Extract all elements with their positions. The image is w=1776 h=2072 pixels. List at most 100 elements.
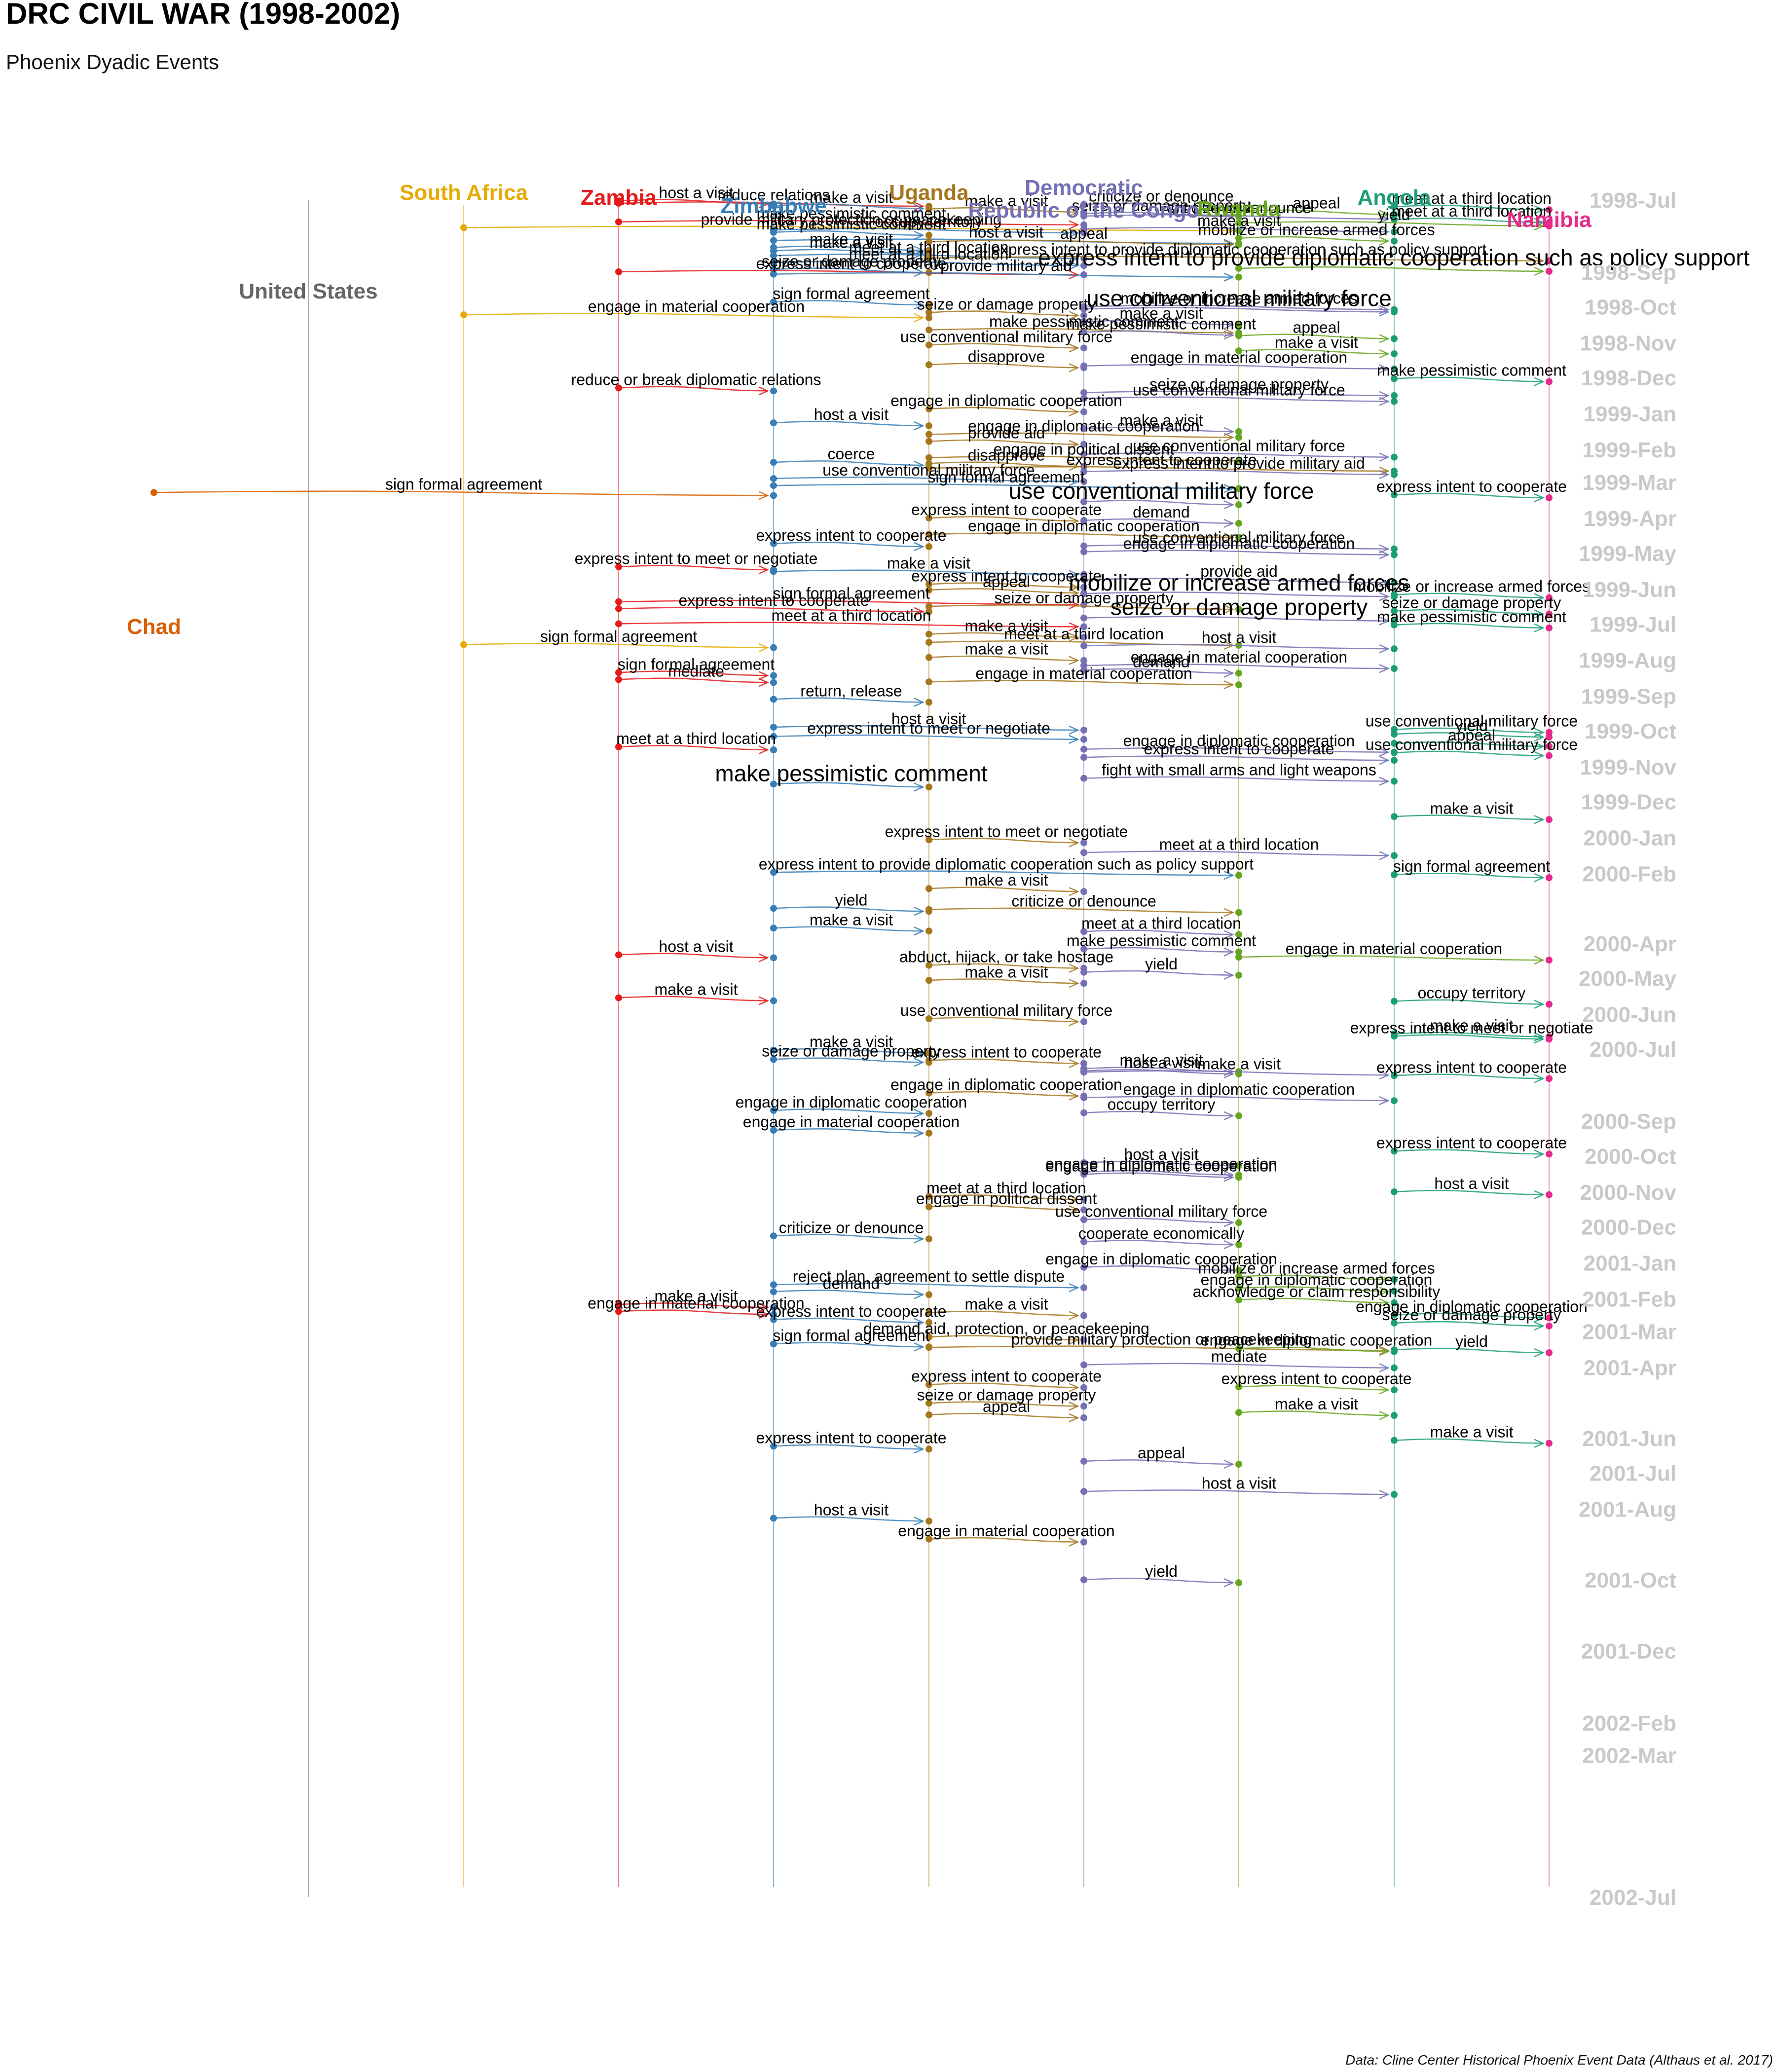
event-target-dot: [1391, 392, 1398, 399]
event-target-dot: [1080, 736, 1087, 743]
event-arc: [1394, 1438, 1544, 1444]
month-tick-label: 1999-Jul: [1590, 612, 1676, 636]
event-arc: [928, 887, 1078, 892]
event-arrowhead: [1069, 220, 1080, 229]
event-arc: [928, 582, 1078, 588]
event-source-dot: [1391, 871, 1398, 878]
event-arrowhead: [1379, 578, 1390, 588]
event-arc: [773, 1444, 924, 1450]
event-target-dot: [1391, 1097, 1398, 1105]
month-tick-label: 1999-Nov: [1580, 755, 1676, 779]
event-arc: [1394, 1313, 1544, 1319]
event-arrowhead: [1223, 203, 1235, 212]
event-arrowhead: [1069, 1205, 1080, 1215]
event-arc: [618, 220, 1078, 225]
event-label: make a visit: [1120, 1051, 1203, 1069]
event-arrowhead: [1223, 1265, 1235, 1275]
event-arrowhead: [1379, 364, 1390, 373]
event-arrowhead: [1069, 570, 1080, 579]
event-label: host a visit: [891, 710, 966, 728]
month-tick-label: 2002-Mar: [1582, 1744, 1676, 1768]
event-source-dot: [925, 1015, 932, 1022]
month-tick-label: 2000-Feb: [1582, 862, 1676, 887]
month-tick-label: 2000-Nov: [1580, 1181, 1676, 1205]
event-label: make pessimistic comment: [1067, 315, 1256, 333]
event-arrowhead: [1379, 470, 1390, 480]
event-source-dot: [770, 237, 777, 244]
event-label: coerce: [827, 445, 875, 463]
event-arrowhead: [1069, 228, 1080, 238]
event-arc: [928, 343, 1078, 349]
event-label: use conventional military force: [1366, 736, 1578, 753]
event-arc: [1394, 1189, 1544, 1196]
event-source-dot: [770, 1126, 777, 1134]
event-source-dot: [770, 1056, 777, 1063]
event-target-dot: [1235, 909, 1242, 916]
event-label: sign formal agreement: [773, 285, 929, 302]
event-arc: [773, 272, 1233, 278]
month-tick-labels: 1998-Jul 1998-Sep 1998-Oct 1998-Nov 1998-Dec…: [1579, 188, 1677, 1910]
event-label: engage in diplomatic cooperation: [1123, 1080, 1355, 1098]
event-label: mobilize or increase armed forces: [1353, 578, 1590, 595]
event-label: engage in diplomatic cooperation: [1201, 1271, 1433, 1289]
event-label: provide aid: [1200, 562, 1278, 580]
event-source-dot: [770, 228, 777, 236]
event-target-dot: [1391, 1299, 1398, 1306]
event-label: yield: [1378, 206, 1410, 223]
event-label: meet at a third location: [1081, 914, 1241, 932]
event-label: host a visit: [1124, 1054, 1198, 1072]
event-target-dot: [1080, 584, 1087, 591]
event-target-dot: [1080, 312, 1087, 319]
event-target-dot: [1546, 1075, 1553, 1082]
event-source-dot: [1235, 1273, 1242, 1280]
event-label: provide military protection or peacekeep…: [1011, 1330, 1312, 1348]
event-label: meet at a third location: [772, 606, 931, 624]
event-label: engage in diplomatic cooperation: [1045, 1155, 1277, 1173]
event-arrowhead: [1379, 1287, 1390, 1296]
event-target-dot: [1546, 1322, 1553, 1330]
event-label: sign formal agreement: [1393, 857, 1550, 875]
event-arc: [773, 477, 1078, 482]
event-source-dot: [770, 869, 777, 876]
event-source-dot: [770, 733, 777, 740]
event-arc: [773, 1516, 924, 1522]
event-target-dot: [1546, 752, 1553, 759]
event-arc: [1083, 550, 1389, 555]
event-label: cooperate economically: [1078, 1224, 1244, 1242]
event-arc: [1238, 209, 1389, 215]
event-arc: [928, 963, 1078, 969]
event-source-dot: [925, 531, 932, 538]
event-label: engage in diplomatic cooperation: [968, 417, 1200, 435]
event-source-dot: [925, 1535, 932, 1543]
month-tick-label: 1998-Jul: [1590, 188, 1676, 213]
month-tick-label: 1999-Sep: [1581, 684, 1676, 708]
event-label: make a visit: [810, 188, 893, 206]
event-source-dot: [615, 563, 622, 571]
month-tick-label: 1999-Aug: [1579, 648, 1676, 672]
event-arc: [1238, 1346, 1389, 1352]
actor-label-zambia: Zambia: [581, 185, 657, 210]
event-target-dot: [1080, 726, 1087, 734]
event-label: provide military protection or peacekeep…: [701, 211, 1001, 228]
event-arrowhead: [914, 1517, 925, 1526]
event-label: make a visit: [1197, 1055, 1281, 1073]
event-target-dot: [1080, 1538, 1087, 1546]
event-arrowhead: [1069, 1091, 1080, 1101]
event-target-dot: [770, 954, 777, 962]
event-arc: [928, 838, 1078, 844]
event-arc: [1394, 741, 1544, 747]
event-arrowhead: [1534, 956, 1545, 965]
event-source-dot: [1080, 1094, 1087, 1102]
event-source-dot: [1080, 329, 1087, 336]
actor-label-rwanda: Rwanda: [1197, 197, 1281, 221]
event-source-dot: [925, 341, 932, 349]
event-arrowhead: [1223, 1173, 1235, 1182]
month-tick-label: 2000-Jun: [1582, 1003, 1676, 1027]
event-target-dot: [925, 927, 932, 935]
event-arc: [1394, 750, 1544, 757]
event-source-dot: [1080, 775, 1087, 782]
event-arrowhead: [1534, 1313, 1545, 1323]
event-target-dot: [1546, 267, 1553, 275]
event-target-dot: [1546, 816, 1553, 823]
event-arrowhead: [914, 1128, 925, 1138]
